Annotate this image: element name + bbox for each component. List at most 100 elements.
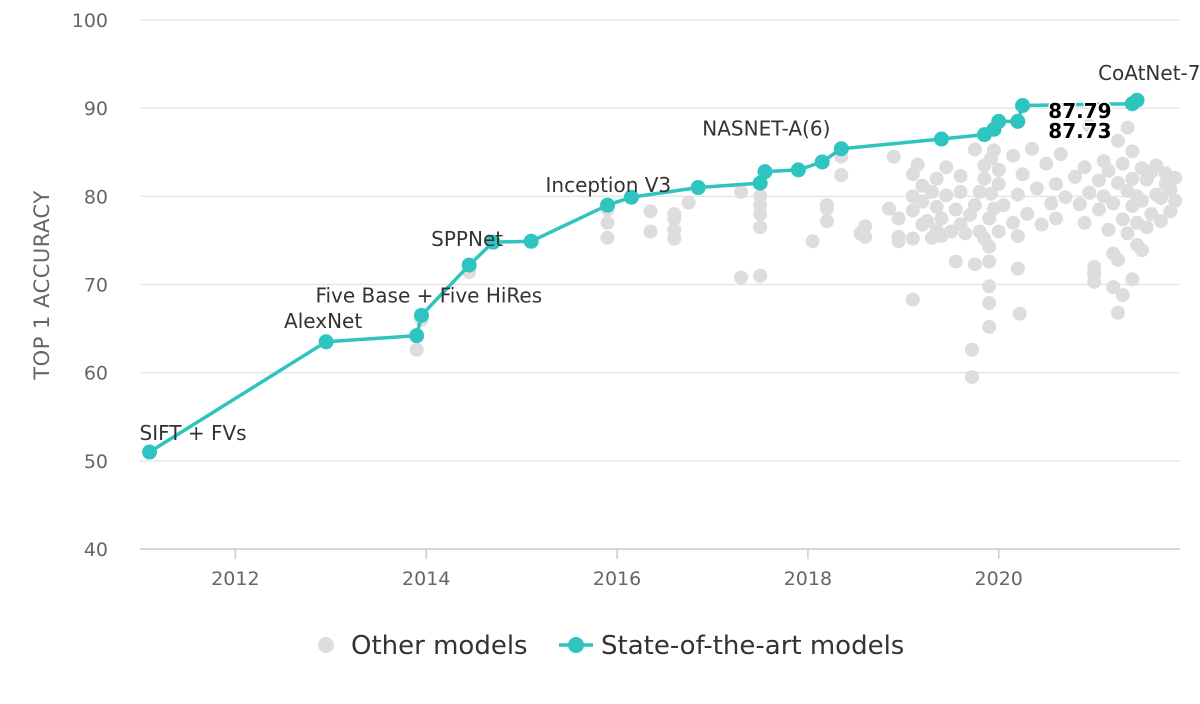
- other-model-point: [977, 171, 992, 186]
- sota-model-point: [814, 154, 830, 170]
- other-model-point: [982, 296, 997, 311]
- sota-model-point: [409, 328, 425, 344]
- other-model-point: [409, 342, 424, 357]
- other-model-point: [996, 198, 1011, 213]
- other-model-point: [643, 224, 658, 239]
- other-model-point: [600, 230, 615, 245]
- other-model-point: [948, 254, 963, 269]
- other-model-point: [858, 219, 873, 234]
- x-tick-label: 2014: [402, 568, 450, 590]
- other-model-point: [1168, 170, 1183, 185]
- other-model-point: [1048, 176, 1063, 191]
- model-label: Five Base + Five HiRes: [315, 283, 542, 307]
- other-model-point: [953, 169, 968, 184]
- other-model-point: [1015, 167, 1030, 182]
- other-model-point: [1110, 252, 1125, 267]
- other-model-point: [982, 239, 997, 254]
- legend[interactable]: Other models State-of-the-art models: [318, 631, 904, 661]
- other-model-point: [886, 149, 901, 164]
- y-tick-label: 70: [84, 275, 108, 297]
- other-model-point: [1082, 118, 1097, 133]
- other-model-point: [1125, 171, 1140, 186]
- model-label: AlexNet: [284, 309, 362, 333]
- other-model-point: [1163, 204, 1178, 219]
- other-model-point: [1139, 220, 1154, 235]
- sota-model-point: [461, 257, 477, 273]
- other-models-layer: [409, 118, 1183, 385]
- other-model-point: [920, 214, 935, 229]
- other-model-point: [834, 168, 849, 183]
- other-model-point: [1077, 160, 1092, 175]
- other-model-point: [905, 231, 920, 246]
- other-model-point: [1044, 196, 1059, 211]
- other-model-point: [1153, 191, 1168, 206]
- other-model-point: [967, 257, 982, 272]
- other-model-point: [982, 319, 997, 334]
- model-label: SPPNet: [431, 227, 503, 251]
- axis-layer: 40 50 60 70 80 90 100 2012 2014 2016 2018 2020: [72, 10, 1180, 590]
- other-model-point: [1048, 211, 1063, 226]
- other-model-point: [1082, 185, 1097, 200]
- other-model-point: [944, 224, 959, 239]
- sota-model-point: [752, 175, 768, 191]
- other-model-point: [1012, 306, 1027, 321]
- other-model-point: [972, 184, 987, 199]
- other-model-point: [1029, 181, 1044, 196]
- other-model-point: [939, 160, 954, 175]
- other-model-point: [643, 204, 658, 219]
- sota-model-point: [318, 334, 334, 350]
- other-model-point: [982, 279, 997, 294]
- other-model-point: [965, 370, 979, 385]
- model-label: CoAtNet-7: [1098, 61, 1200, 85]
- other-model-point: [1106, 196, 1121, 211]
- other-model-point: [891, 229, 906, 244]
- sota-models-layer: [142, 92, 1145, 460]
- other-model-point: [1115, 212, 1130, 227]
- other-model-point: [1110, 176, 1125, 191]
- other-model-point: [1006, 215, 1021, 230]
- y-tick-label: 80: [84, 186, 108, 208]
- sota-model-point: [933, 131, 949, 147]
- other-model-point: [1153, 214, 1168, 229]
- other-model-point: [1168, 193, 1183, 208]
- other-model-point: [1068, 169, 1083, 184]
- other-model-point: [1096, 189, 1111, 204]
- other-model-point: [1091, 173, 1106, 188]
- other-model-point: [819, 198, 834, 213]
- sota-model-point: [1129, 92, 1145, 108]
- model-label: SIFT + FVs: [140, 421, 247, 445]
- sota-model-point: [757, 164, 773, 180]
- x-tick-label: 2018: [784, 568, 832, 590]
- other-model-point: [1077, 215, 1092, 230]
- other-model-point: [1010, 261, 1025, 276]
- y-axis-title: TOP 1 ACCURACY: [30, 190, 54, 380]
- other-model-point: [753, 189, 768, 204]
- other-model-point: [681, 195, 696, 210]
- sota-model-point: [1015, 98, 1031, 114]
- sota-model-point: [523, 233, 539, 249]
- sota-model-point: [1010, 113, 1026, 129]
- other-model-point: [1110, 133, 1125, 148]
- other-model-point: [1120, 226, 1135, 241]
- other-model-point: [891, 211, 906, 226]
- other-model-point: [1020, 206, 1035, 221]
- sota-model-point: [991, 113, 1007, 129]
- other-model-point: [924, 184, 939, 199]
- other-model-point: [1144, 206, 1159, 221]
- other-model-point: [982, 254, 997, 269]
- legend-label-other: Other models: [351, 631, 528, 661]
- other-model-point: [1125, 144, 1140, 159]
- other-model-point: [819, 214, 834, 229]
- y-tick-label: 60: [84, 363, 108, 385]
- other-model-point: [984, 186, 999, 201]
- other-model-point: [1010, 187, 1025, 202]
- legend-item-sota[interactable]: State-of-the-art models: [559, 631, 904, 661]
- x-tick-label: 2012: [211, 568, 259, 590]
- legend-item-other[interactable]: Other models: [318, 631, 528, 661]
- other-model-point: [905, 292, 920, 307]
- other-model-point: [991, 162, 1006, 177]
- sota-model-point: [790, 162, 806, 178]
- other-model-point: [910, 157, 925, 172]
- sota-model-point: [142, 444, 158, 460]
